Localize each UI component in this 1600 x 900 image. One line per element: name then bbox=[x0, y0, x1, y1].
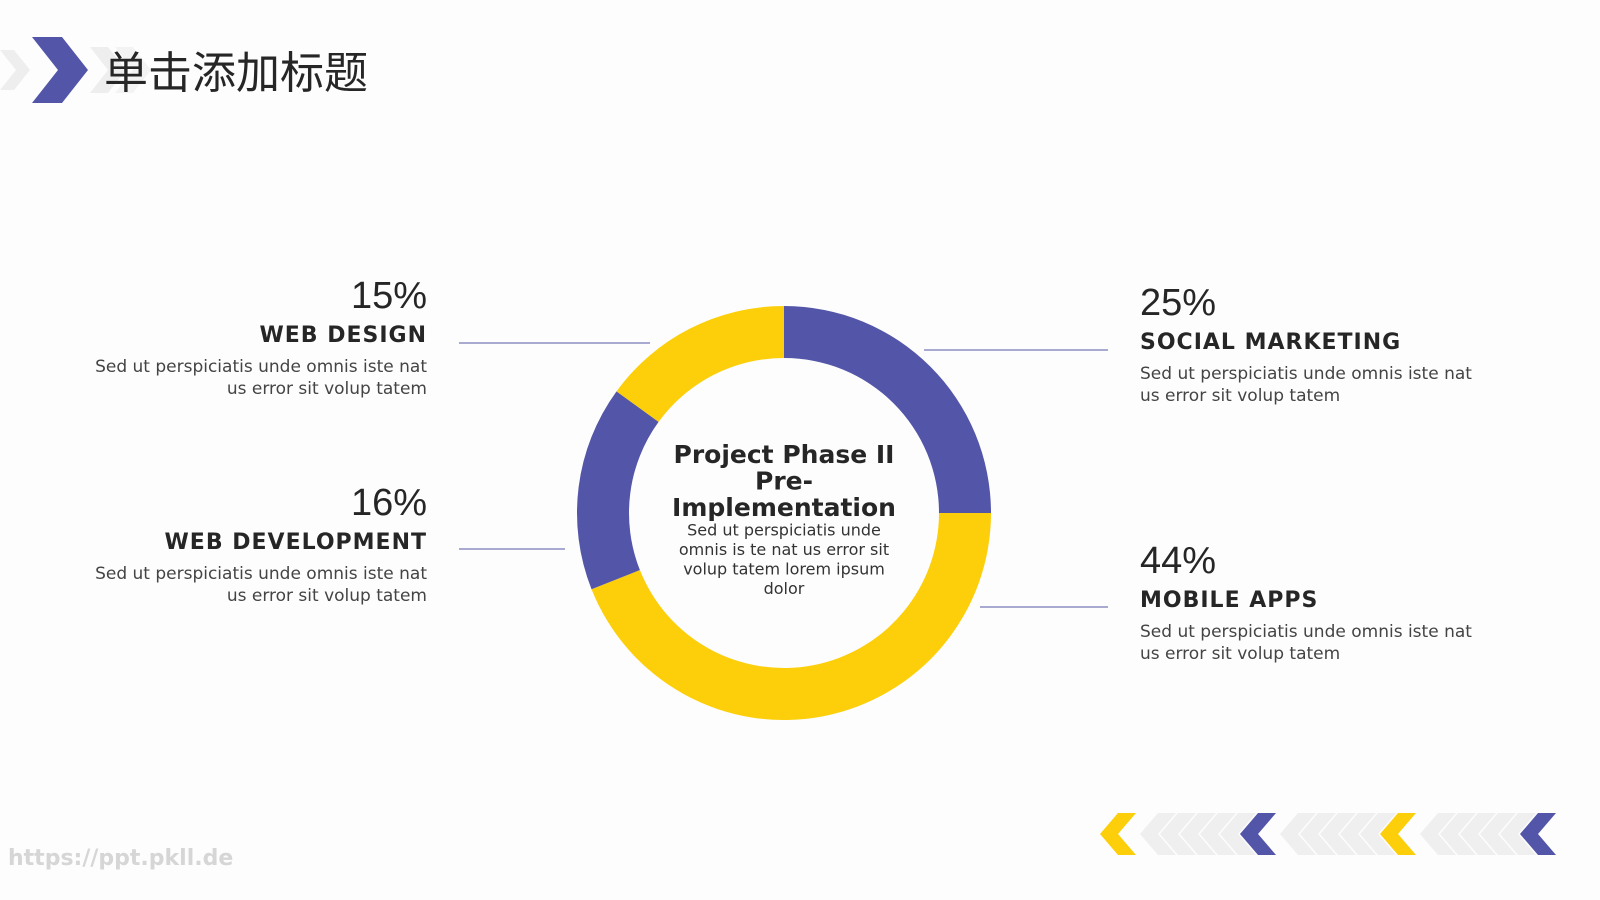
center-title: Pre- bbox=[755, 467, 813, 496]
category-label: WEB DEVELOPMENT bbox=[165, 530, 427, 555]
chevron bbox=[1340, 813, 1376, 855]
chevron bbox=[1100, 813, 1136, 855]
chevron bbox=[1500, 813, 1536, 855]
donut-segment bbox=[591, 513, 991, 720]
center-title: Project Phase II bbox=[674, 440, 895, 469]
center-text: Sed ut perspiciatis unde bbox=[687, 521, 881, 540]
chevron bbox=[1300, 813, 1336, 855]
description: us error sit volup tatem bbox=[227, 379, 427, 399]
chevron bbox=[1480, 813, 1516, 855]
description: us error sit volup tatem bbox=[1140, 386, 1340, 406]
center-title: Implementation bbox=[672, 493, 896, 522]
chevron bbox=[1460, 813, 1496, 855]
chevron bbox=[1520, 813, 1556, 855]
description: Sed ut perspiciatis unde omnis iste nat bbox=[1140, 622, 1472, 642]
category-label: MOBILE APPS bbox=[1140, 588, 1318, 613]
value-label: 25% bbox=[1140, 282, 1216, 324]
description: Sed ut perspiciatis unde omnis iste nat bbox=[95, 564, 427, 584]
value-label: 44% bbox=[1140, 540, 1216, 582]
chevron bbox=[1220, 813, 1256, 855]
category-label: SOCIAL MARKETING bbox=[1140, 330, 1401, 355]
chevron bbox=[1160, 813, 1196, 855]
donut-segment bbox=[616, 306, 784, 422]
category-label: WEB DESIGN bbox=[259, 323, 427, 348]
center-text: omnis is te nat us error sit bbox=[679, 540, 889, 559]
description: Sed ut perspiciatis unde omnis iste nat bbox=[1140, 364, 1472, 384]
description: us error sit volup tatem bbox=[1140, 644, 1340, 664]
donut-segment bbox=[577, 391, 659, 590]
footer-chevrons bbox=[1100, 813, 1556, 855]
center-text: volup tatem lorem ipsum bbox=[683, 560, 885, 579]
chevron bbox=[1180, 813, 1216, 855]
chevron bbox=[1240, 813, 1276, 855]
description: Sed ut perspiciatis unde omnis iste nat bbox=[95, 357, 427, 377]
watermark: https://ppt.pkll.de bbox=[8, 846, 233, 871]
chevron bbox=[1420, 813, 1456, 855]
center-text: dolor bbox=[764, 579, 805, 598]
chevron bbox=[1360, 813, 1396, 855]
chevron bbox=[1200, 813, 1236, 855]
slide-title: 单击添加标题 bbox=[104, 48, 368, 99]
chevron bbox=[1140, 813, 1176, 855]
chevron bbox=[1440, 813, 1476, 855]
chevron bbox=[1320, 813, 1356, 855]
chevron bbox=[1280, 813, 1316, 855]
value-label: 16% bbox=[351, 482, 427, 524]
header-chevrons bbox=[0, 37, 151, 103]
chevron bbox=[1380, 813, 1416, 855]
donut-segment bbox=[784, 306, 991, 513]
value-label: 15% bbox=[351, 275, 427, 317]
description: us error sit volup tatem bbox=[227, 586, 427, 606]
